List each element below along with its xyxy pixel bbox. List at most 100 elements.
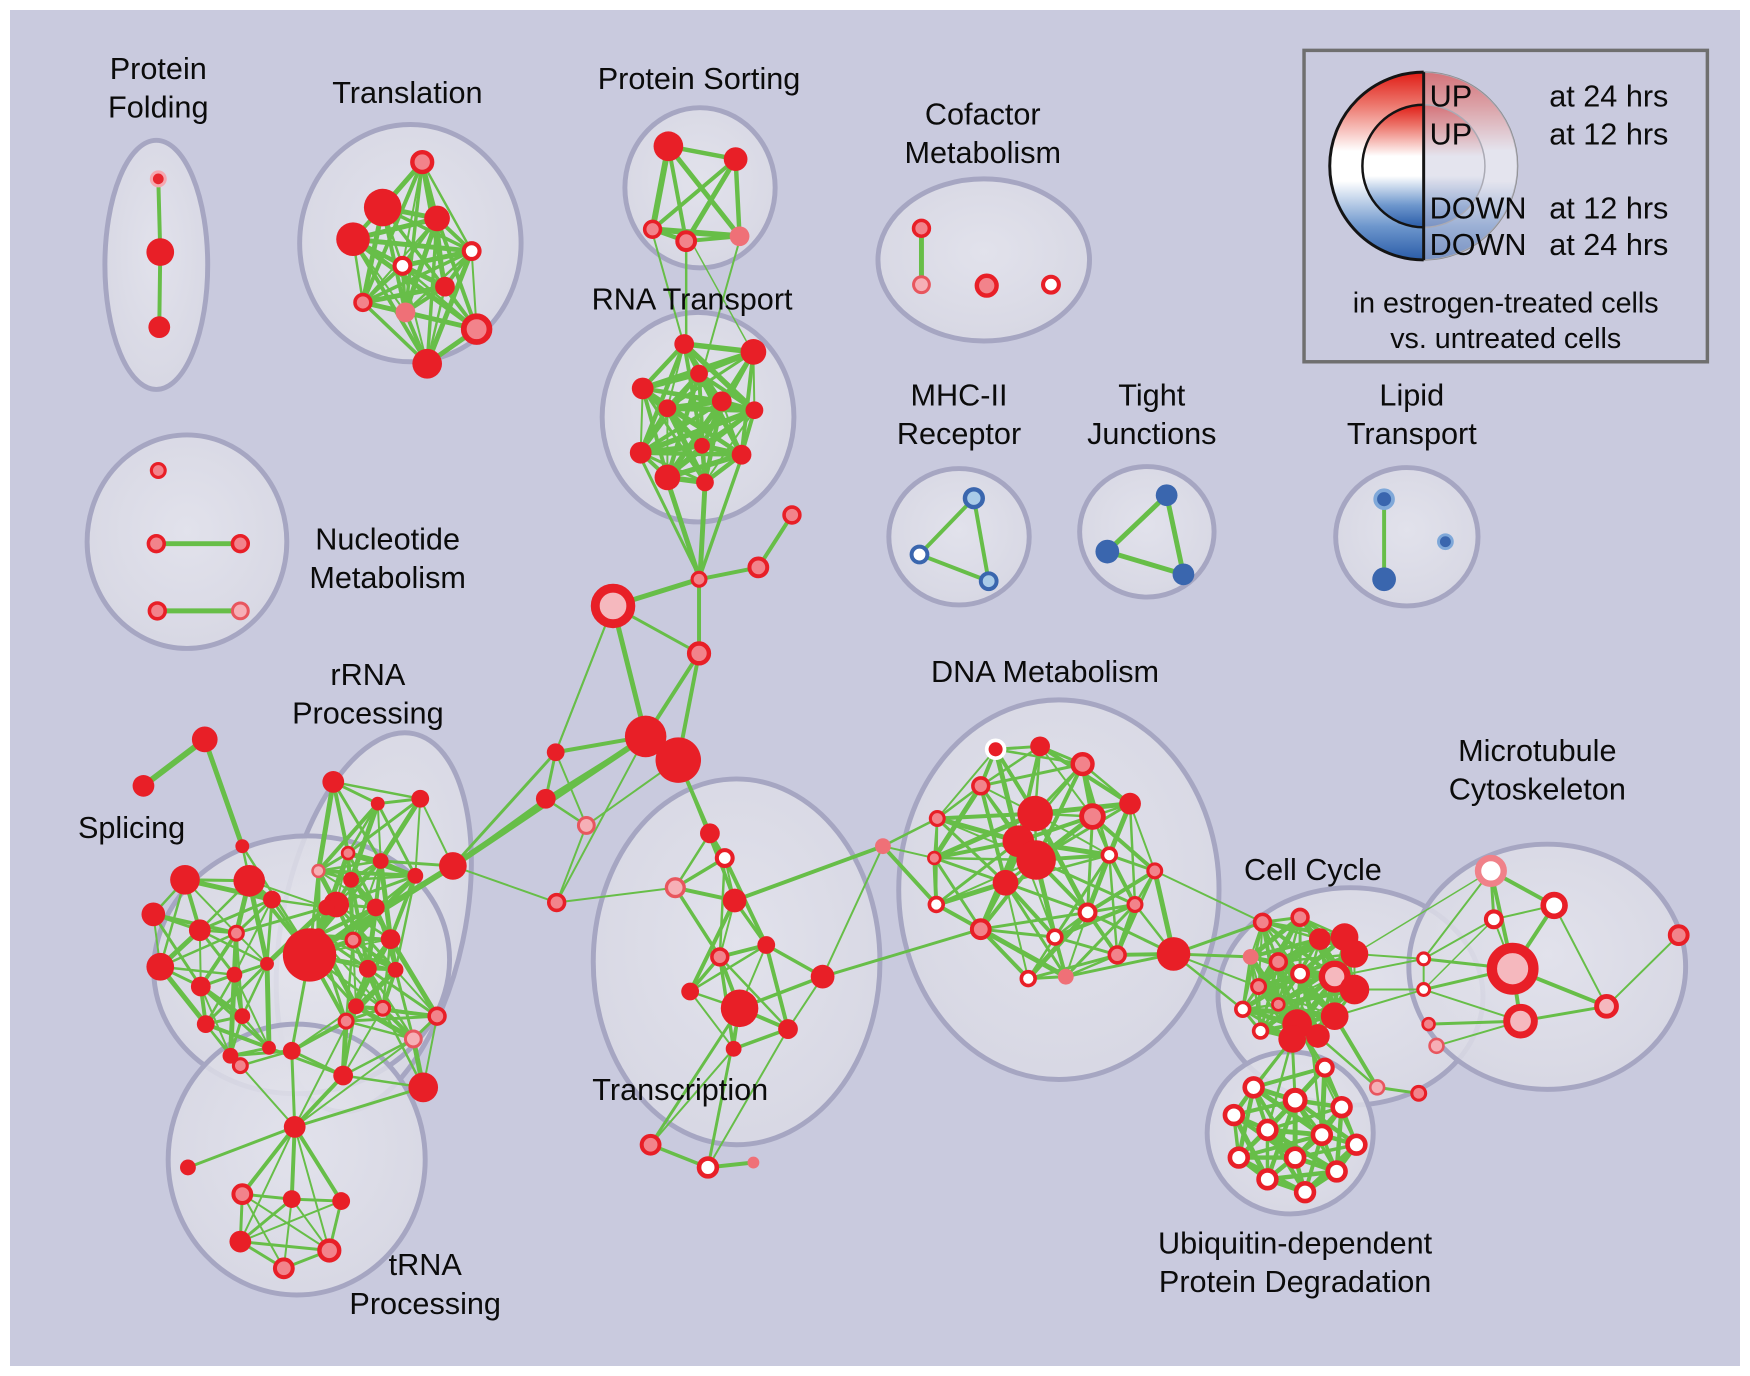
network-node — [912, 275, 931, 295]
network-node — [340, 845, 356, 861]
cluster-label-trna-processing: Processing — [349, 1287, 501, 1321]
network-edge — [182, 877, 275, 903]
network-edge — [186, 1125, 297, 1169]
network-node — [1227, 1146, 1251, 1169]
network-edge — [332, 780, 422, 800]
network-bridge-edge — [701, 239, 741, 375]
cluster-ellipse-microtubule-cytoskeleton — [1406, 841, 1689, 1092]
network-edge — [1164, 492, 1186, 577]
network-bridge-edge — [1232, 1037, 1294, 1117]
network-edge — [198, 931, 239, 989]
network-node — [147, 601, 167, 621]
network-edge — [376, 802, 382, 862]
cluster-labels-layer: Protein Folding Translation Protein Sorting… — [78, 52, 1626, 1321]
network-node — [366, 898, 385, 917]
cluster-label-mhc-ii-receptor: Receptor — [897, 417, 1021, 451]
legend-direction-label: UP — [1430, 80, 1473, 114]
network-edge — [880, 844, 939, 907]
network-edge — [688, 943, 768, 993]
cluster-label-transcription: Transcription — [592, 1073, 768, 1107]
network-edge — [451, 750, 558, 868]
network-edge — [664, 405, 758, 413]
network-edge — [350, 236, 480, 332]
network-edge — [979, 910, 1090, 931]
network-node — [681, 982, 700, 1001]
legend-time-label: at 24 hrs — [1549, 228, 1668, 262]
cluster-label-protein-sorting: Protein Sorting — [598, 62, 801, 96]
network-bridge-edge — [732, 844, 885, 903]
network-bridge-edge — [649, 1006, 742, 1147]
network-node — [1339, 974, 1370, 1005]
network-bridge-edge — [239, 1064, 296, 1128]
network-node — [1126, 896, 1144, 913]
network-bridge-edge — [698, 455, 744, 579]
legend-outer-arc — [1328, 70, 1424, 262]
network-node — [408, 1072, 439, 1103]
network-edge — [241, 1193, 285, 1270]
network-node — [318, 899, 335, 916]
network-edge — [881, 845, 936, 860]
network-edge — [1260, 920, 1347, 940]
network-node — [546, 892, 567, 913]
network-bridge-edge — [1333, 988, 1425, 1018]
network-node — [729, 226, 750, 247]
network-node — [234, 1008, 251, 1025]
network-edge — [202, 736, 245, 849]
network-node — [590, 583, 636, 629]
network-edge — [1104, 492, 1170, 555]
network-node — [1017, 795, 1053, 832]
network-node — [1368, 1079, 1386, 1096]
network-edge — [351, 938, 398, 972]
network-bridge-edge — [821, 927, 983, 979]
network-edge — [204, 973, 236, 1026]
network-node — [911, 218, 932, 239]
cluster-label-protein-folding: Folding — [108, 91, 208, 125]
network-node — [1290, 907, 1310, 928]
network-node — [235, 839, 250, 854]
cluster-label-tight-junctions: Tight — [1118, 378, 1185, 412]
network-node — [1314, 1057, 1335, 1078]
network-edge — [718, 955, 790, 1031]
network-node — [460, 313, 493, 345]
network-node — [658, 399, 677, 418]
network-edge — [240, 1124, 297, 1197]
network-node — [686, 641, 712, 666]
network-node — [322, 771, 345, 793]
network-node — [353, 292, 373, 313]
network-node — [690, 570, 708, 588]
network-edge — [1004, 881, 1030, 980]
network-node — [740, 339, 767, 365]
network-node — [1242, 1076, 1265, 1099]
network-node — [711, 391, 732, 412]
network-node — [231, 1183, 254, 1206]
network-edge — [198, 898, 274, 932]
network-node — [1271, 997, 1286, 1012]
network-node — [141, 902, 166, 927]
network-node — [1046, 928, 1064, 946]
network-node — [1290, 963, 1311, 984]
network-node — [810, 964, 835, 989]
network-node — [226, 966, 243, 983]
network-node — [720, 989, 759, 1028]
network-bridge-edge — [1266, 1037, 1294, 1132]
network-node — [146, 238, 175, 266]
network-node — [624, 715, 667, 758]
network-bridge-edge — [691, 242, 755, 355]
network-node — [747, 1156, 760, 1169]
network-edge — [1004, 853, 1111, 884]
network-edge — [978, 926, 1069, 980]
network-node — [227, 924, 245, 942]
legend-inner-arc — [1361, 103, 1424, 229]
network-node — [639, 1133, 662, 1156]
network-node — [348, 998, 364, 1015]
network-node — [631, 377, 654, 400]
network-node — [694, 437, 710, 454]
network-edge — [1251, 1065, 1327, 1090]
network-edge — [971, 496, 991, 584]
cluster-ellipse-cofactor-metabolism — [875, 176, 1092, 344]
network-node — [984, 738, 1007, 761]
network-edge — [917, 496, 976, 557]
network-node — [1242, 948, 1259, 965]
network-node — [344, 931, 362, 949]
network-node — [170, 864, 200, 895]
